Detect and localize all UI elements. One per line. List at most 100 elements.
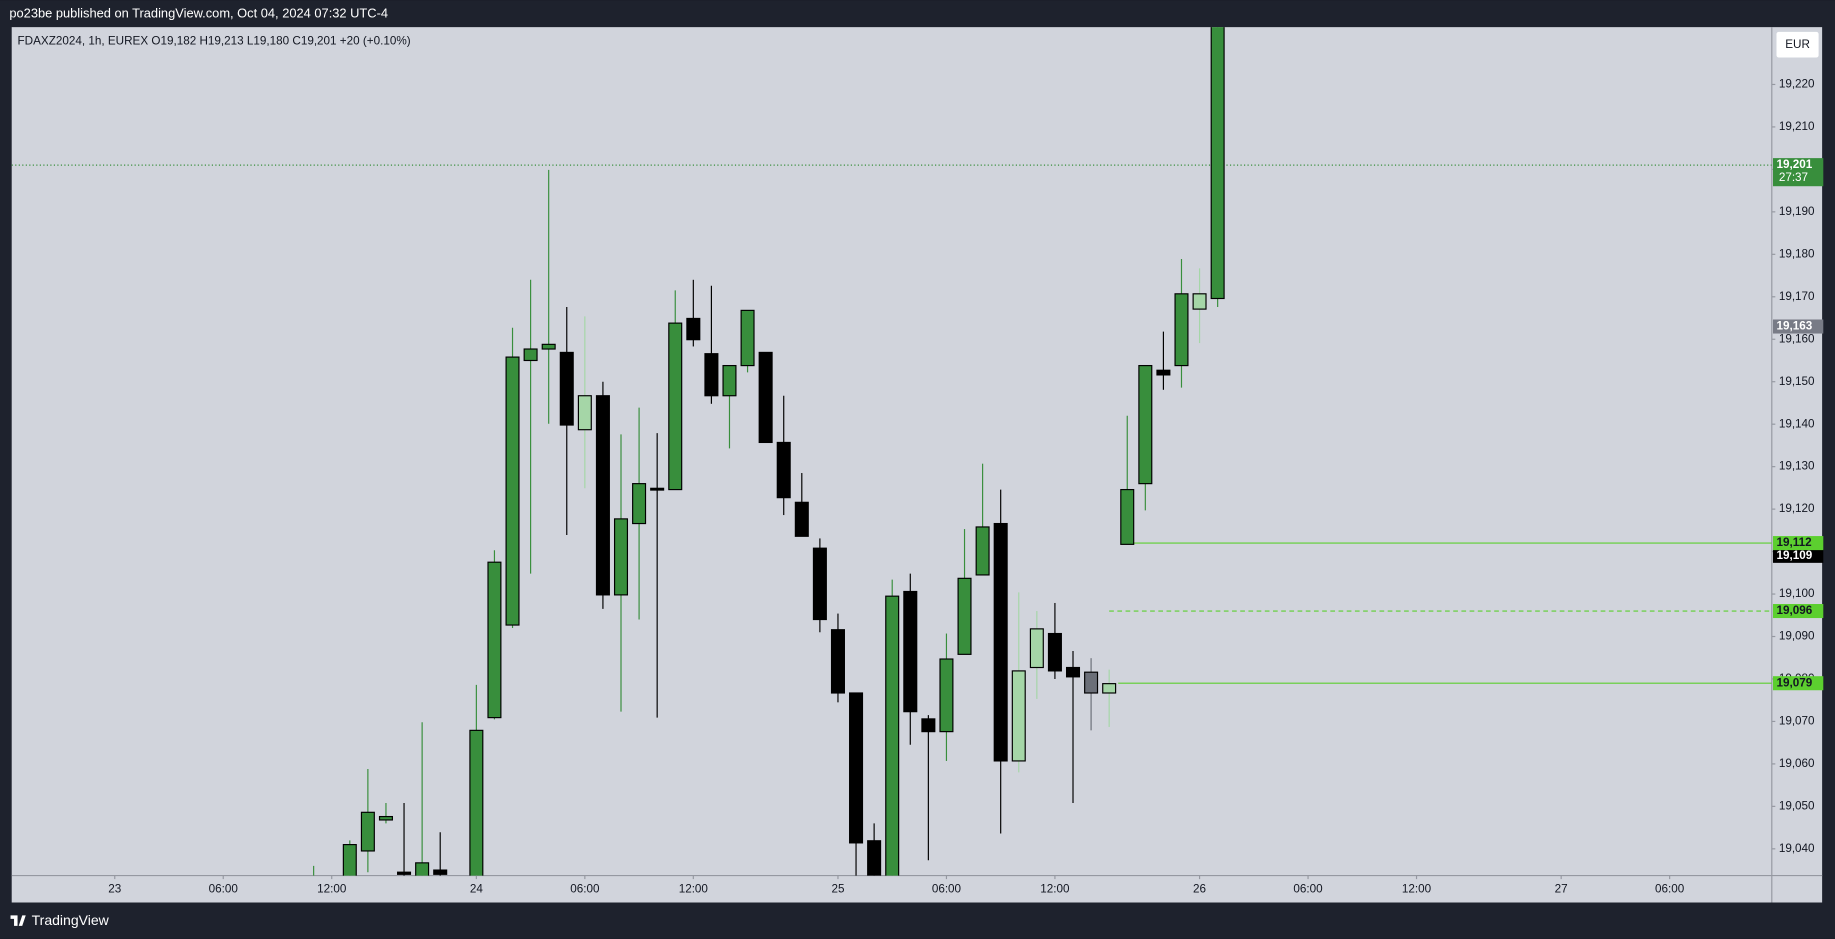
candle-body — [1029, 628, 1044, 669]
candle-body — [1084, 671, 1099, 694]
candle-body — [1102, 683, 1117, 694]
candle-body — [1192, 293, 1207, 310]
y-tick-label: 19,190 — [1779, 205, 1815, 218]
y-tick-label: 19,220 — [1779, 78, 1815, 91]
footer-logo — [10, 915, 26, 926]
candle-body — [342, 844, 357, 876]
level-label: 19,112 — [1776, 536, 1812, 549]
x-tick-label: 06:00 — [209, 883, 239, 896]
candle-body — [487, 561, 502, 719]
x-tick-label: 12:00 — [679, 883, 709, 896]
x-tick-label: 06:00 — [570, 883, 600, 896]
candle-body — [849, 692, 864, 844]
level-label: 19,079 — [1776, 676, 1812, 689]
y-tick-label: 19,120 — [1779, 502, 1815, 515]
candle-body — [885, 595, 900, 876]
x-tick-label: 12:00 — [1040, 883, 1070, 896]
symbol-info: FDAXZ2024, 1h, EUREX O19,182 H19,213 L19… — [18, 34, 411, 47]
x-tick-label: 06:00 — [1655, 883, 1685, 896]
candle-body — [397, 871, 412, 875]
candle-body — [921, 718, 936, 733]
candle-body — [1156, 369, 1171, 376]
brand: TradingView — [32, 912, 110, 928]
chart-background — [11, 27, 1823, 903]
currency-box — [1776, 31, 1819, 58]
level-label-box — [1772, 536, 1824, 551]
candle-body — [595, 395, 610, 596]
y-tick-label: 19,130 — [1779, 460, 1815, 473]
countdown: 27:37 — [1779, 171, 1808, 184]
candle-body — [469, 729, 484, 876]
x-tick-label: 12:00 — [1402, 883, 1432, 896]
candle-body — [686, 317, 701, 341]
y-tick-label: 19,210 — [1779, 120, 1815, 133]
y-tick-label: 19,100 — [1779, 587, 1815, 600]
y-tick-label: 19,150 — [1779, 375, 1815, 388]
candle-body — [1120, 488, 1135, 545]
candle-body — [577, 395, 592, 431]
candle-body — [1047, 632, 1062, 672]
price-label: 19,109 — [1776, 549, 1812, 562]
last-price-label: 19,201 — [1776, 158, 1812, 171]
candle-body — [668, 322, 683, 491]
last-price-label-box — [1772, 158, 1824, 187]
candle-body — [433, 869, 448, 875]
candle-body — [704, 353, 719, 397]
candle-body — [523, 348, 538, 362]
candle-body — [758, 351, 773, 444]
level-label-box — [1772, 604, 1824, 619]
publisher: po23be published on TradingView.com, Oct… — [9, 6, 388, 21]
candle-body — [1065, 666, 1081, 678]
candle-body — [1174, 293, 1189, 367]
y-tick-label: 19,050 — [1779, 799, 1815, 812]
y-tick-label: 19,160 — [1779, 332, 1815, 345]
candle-body — [613, 518, 629, 596]
currency: EUR — [1785, 38, 1810, 51]
x-tick-label: 26 — [1193, 883, 1206, 896]
x-tick-label: 06:00 — [1293, 883, 1323, 896]
level-label: 19,096 — [1776, 604, 1812, 617]
price-label: 19,163 — [1776, 320, 1812, 333]
candle-body — [650, 487, 665, 491]
candle-body — [541, 343, 556, 350]
plot — [11, 27, 1772, 876]
candle-body — [378, 815, 393, 821]
candle-body — [830, 629, 845, 694]
price-label-box — [1772, 548, 1824, 563]
candle-body — [505, 356, 520, 626]
price-label-box — [1772, 319, 1824, 334]
candle-body — [867, 840, 882, 876]
candle-body — [722, 364, 737, 397]
candle-body — [812, 547, 827, 621]
y-tick-label: 19,140 — [1779, 417, 1815, 430]
candle-body — [939, 658, 954, 733]
candle-body — [903, 590, 918, 713]
y-tick-label: 19,060 — [1779, 757, 1815, 770]
x-tick-label: 12:00 — [317, 883, 347, 896]
y-tick-label: 19,170 — [1779, 290, 1815, 303]
x-tick-label: 06:00 — [932, 883, 962, 896]
x-tick-label: 25 — [831, 883, 845, 896]
x-tick-label: 23 — [108, 883, 121, 896]
x-tick-label: 27 — [1555, 883, 1568, 896]
y-tick-label: 19,070 — [1779, 715, 1815, 728]
level-label-box — [1772, 676, 1824, 691]
candle-body — [740, 309, 755, 367]
candle-body — [559, 351, 574, 426]
candle-body — [957, 577, 972, 655]
candle-body — [1011, 670, 1026, 762]
candle-body — [415, 862, 430, 876]
candle-body — [776, 441, 791, 499]
candle-body — [794, 501, 809, 537]
y-tick-label: 19,090 — [1779, 630, 1815, 643]
x-tick-label: 24 — [470, 883, 484, 896]
y-tick-label: 19,180 — [1779, 247, 1815, 260]
candle-body — [360, 811, 375, 852]
y-tick-label: 19,040 — [1779, 842, 1815, 855]
candle-body — [1138, 364, 1153, 485]
candle-body — [975, 526, 990, 576]
candle-body — [1210, 27, 1225, 300]
candle-body — [632, 483, 647, 525]
